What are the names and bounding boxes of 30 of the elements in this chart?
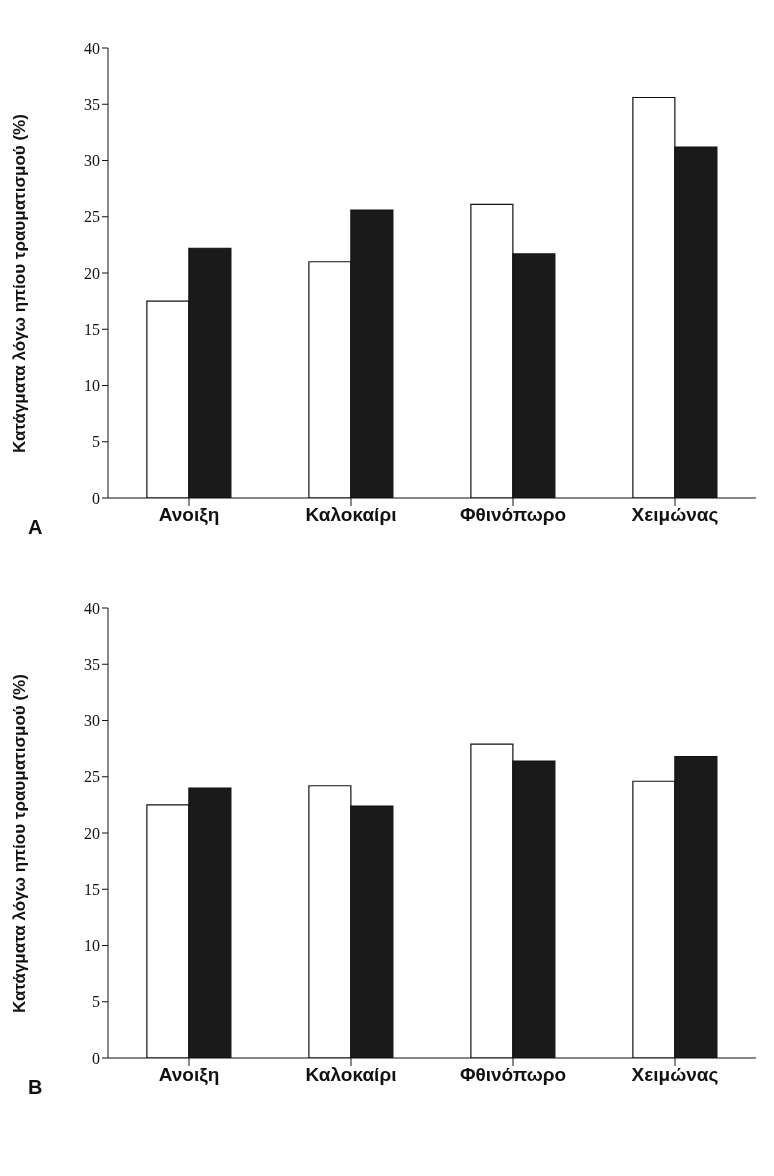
- y-tick-label: 0: [92, 489, 100, 507]
- y-tick-label: 25: [84, 208, 100, 226]
- x-tick-label: Φθινόπωρο: [459, 1064, 567, 1086]
- x-tick-label: Καλοκαίρι: [305, 1064, 397, 1086]
- y-tick-label: 30: [84, 152, 100, 170]
- y-tick-label: 40: [84, 599, 100, 617]
- y-tick-label: 35: [84, 95, 100, 113]
- y-tick-label: 25: [84, 768, 100, 786]
- text: A: [28, 516, 43, 539]
- y-tick-label: 10: [84, 937, 100, 955]
- y-tick-label: 5: [92, 993, 100, 1011]
- x-tick-label: Ανοιξη: [158, 1064, 220, 1087]
- y-tick-label: 10: [84, 377, 100, 395]
- x-tick-label: Χειμώνας: [631, 1064, 719, 1086]
- y-tick-label: 15: [84, 880, 100, 898]
- x-tick-label: Ανοιξη: [158, 504, 220, 527]
- y-tick-label: 20: [84, 824, 100, 842]
- y-tick-label: 40: [84, 39, 100, 57]
- y-tick-label: 20: [84, 264, 100, 282]
- y-tick-label: 15: [84, 320, 100, 338]
- x-tick-label: Φθινόπωρο: [459, 504, 567, 526]
- x-tick-label: Καλοκαίρι: [305, 504, 397, 526]
- y-tick-label: 30: [84, 712, 100, 730]
- y-axis-title: Κατάγματα λόγω ηπίου τραυματισμού (%): [10, 674, 30, 1013]
- x-tick-label: Χειμώνας: [631, 504, 719, 526]
- y-tick-label: 35: [84, 655, 100, 673]
- y-tick-label: 0: [92, 1049, 100, 1067]
- y-axis-title: Κατάγματα λόγω ηπίου τραυματισμού (%): [10, 114, 30, 453]
- text: B: [28, 1076, 43, 1099]
- y-tick-label: 5: [92, 433, 100, 451]
